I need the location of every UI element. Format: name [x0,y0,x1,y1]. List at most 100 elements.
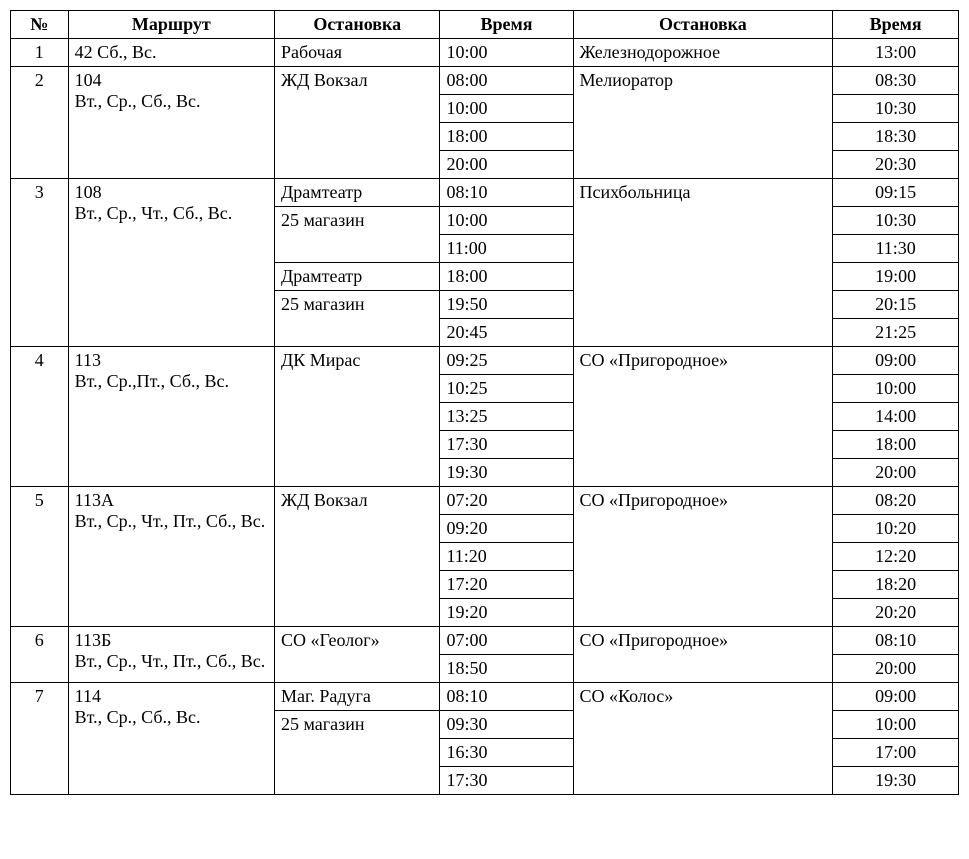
cell-time1: 18:50 [440,655,573,683]
cell-stop1: 25 магазин [274,291,440,347]
cell-time2: 20:00 [833,655,959,683]
cell-num: 3 [11,179,69,347]
cell-time1: 17:20 [440,571,573,599]
cell-stop2: Железнодорожное [573,39,833,67]
cell-stop2: СО «Пригородное» [573,347,833,487]
cell-stop2: СО «Колос» [573,683,833,795]
cell-time1: 19:30 [440,459,573,487]
cell-time2: 08:30 [833,67,959,95]
cell-route: 42 Сб., Вс. [68,39,274,67]
table-row: 2104Вт., Ср., Сб., Вс.ЖД Вокзал08:00Мели… [11,67,959,95]
cell-stop2: Мелиоратор [573,67,833,179]
cell-num: 1 [11,39,69,67]
header-route: Маршрут [68,11,274,39]
cell-num: 7 [11,683,69,795]
cell-time2: 10:00 [833,711,959,739]
cell-stop1: Драмтеатр [274,179,440,207]
cell-time2: 18:20 [833,571,959,599]
cell-time2: 18:00 [833,431,959,459]
cell-time1: 09:20 [440,515,573,543]
cell-num: 4 [11,347,69,487]
cell-time2: 09:00 [833,683,959,711]
cell-time2: 12:20 [833,543,959,571]
cell-route: 113БВт., Ср., Чт., Пт., Сб., Вс. [68,627,274,683]
cell-stop1: 25 магазин [274,711,440,795]
cell-time2: 18:30 [833,123,959,151]
cell-time2: 19:30 [833,767,959,795]
cell-time1: 18:00 [440,123,573,151]
cell-time1: 10:25 [440,375,573,403]
table-row: 142 Сб., Вс.Рабочая10:00Железнодорожное1… [11,39,959,67]
cell-route: 113АВт., Ср., Чт., Пт., Сб., Вс. [68,487,274,627]
cell-stop1: Драмтеатр [274,263,440,291]
cell-time2: 13:00 [833,39,959,67]
cell-time1: 19:20 [440,599,573,627]
cell-stop1: ДК Мирас [274,347,440,487]
cell-time1: 08:10 [440,683,573,711]
cell-time1: 08:00 [440,67,573,95]
cell-time1: 19:50 [440,291,573,319]
cell-time2: 10:30 [833,207,959,235]
cell-time2: 20:30 [833,151,959,179]
cell-time2: 21:25 [833,319,959,347]
cell-stop1: ЖД Вокзал [274,67,440,179]
schedule-table: № Маршрут Остановка Время Остановка Врем… [10,10,959,795]
cell-time1: 09:30 [440,711,573,739]
cell-stop1: ЖД Вокзал [274,487,440,627]
cell-time2: 11:30 [833,235,959,263]
cell-time1: 18:00 [440,263,573,291]
cell-time2: 20:20 [833,599,959,627]
cell-time1: 07:00 [440,627,573,655]
cell-stop2: Психбольница [573,179,833,347]
cell-route: 114Вт., Ср., Сб., Вс. [68,683,274,795]
header-time2: Время [833,11,959,39]
table-row: 7114Вт., Ср., Сб., Вс.Маг. Радуга08:10СО… [11,683,959,711]
cell-num: 6 [11,627,69,683]
cell-time1: 10:00 [440,39,573,67]
cell-time2: 19:00 [833,263,959,291]
cell-stop1: Рабочая [274,39,440,67]
cell-stop1: Маг. Радуга [274,683,440,711]
cell-time1: 09:25 [440,347,573,375]
cell-time2: 20:15 [833,291,959,319]
cell-stop1: СО «Геолог» [274,627,440,683]
header-row: № Маршрут Остановка Время Остановка Врем… [11,11,959,39]
table-row: 4113Вт., Ср.,Пт., Сб., Вс.ДК Мирас09:25С… [11,347,959,375]
cell-stop1: 25 магазин [274,207,440,263]
cell-time2: 09:15 [833,179,959,207]
cell-time2: 09:00 [833,347,959,375]
cell-time2: 08:20 [833,487,959,515]
cell-time2: 20:00 [833,459,959,487]
cell-time1: 20:00 [440,151,573,179]
cell-route: 113Вт., Ср.,Пт., Сб., Вс. [68,347,274,487]
cell-time2: 17:00 [833,739,959,767]
cell-time1: 10:00 [440,207,573,235]
cell-time1: 13:25 [440,403,573,431]
cell-num: 5 [11,487,69,627]
cell-time1: 17:30 [440,767,573,795]
cell-time1: 17:30 [440,431,573,459]
cell-time1: 10:00 [440,95,573,123]
header-stop2: Остановка [573,11,833,39]
header-num: № [11,11,69,39]
cell-time2: 10:30 [833,95,959,123]
cell-time1: 11:20 [440,543,573,571]
cell-time1: 11:00 [440,235,573,263]
cell-time1: 20:45 [440,319,573,347]
cell-time2: 14:00 [833,403,959,431]
cell-time1: 08:10 [440,179,573,207]
cell-time1: 16:30 [440,739,573,767]
cell-stop2: СО «Пригородное» [573,487,833,627]
cell-time2: 10:00 [833,375,959,403]
table-row: 3108Вт., Ср., Чт., Сб., Вс.Драмтеатр08:1… [11,179,959,207]
table-row: 6113БВт., Ср., Чт., Пт., Сб., Вс.СО «Гео… [11,627,959,655]
header-stop1: Остановка [274,11,440,39]
cell-time2: 10:20 [833,515,959,543]
cell-route: 108Вт., Ср., Чт., Сб., Вс. [68,179,274,347]
cell-time1: 07:20 [440,487,573,515]
cell-time2: 08:10 [833,627,959,655]
cell-route: 104Вт., Ср., Сб., Вс. [68,67,274,179]
table-body: 142 Сб., Вс.Рабочая10:00Железнодорожное1… [11,39,959,795]
cell-stop2: СО «Пригородное» [573,627,833,683]
header-time1: Время [440,11,573,39]
